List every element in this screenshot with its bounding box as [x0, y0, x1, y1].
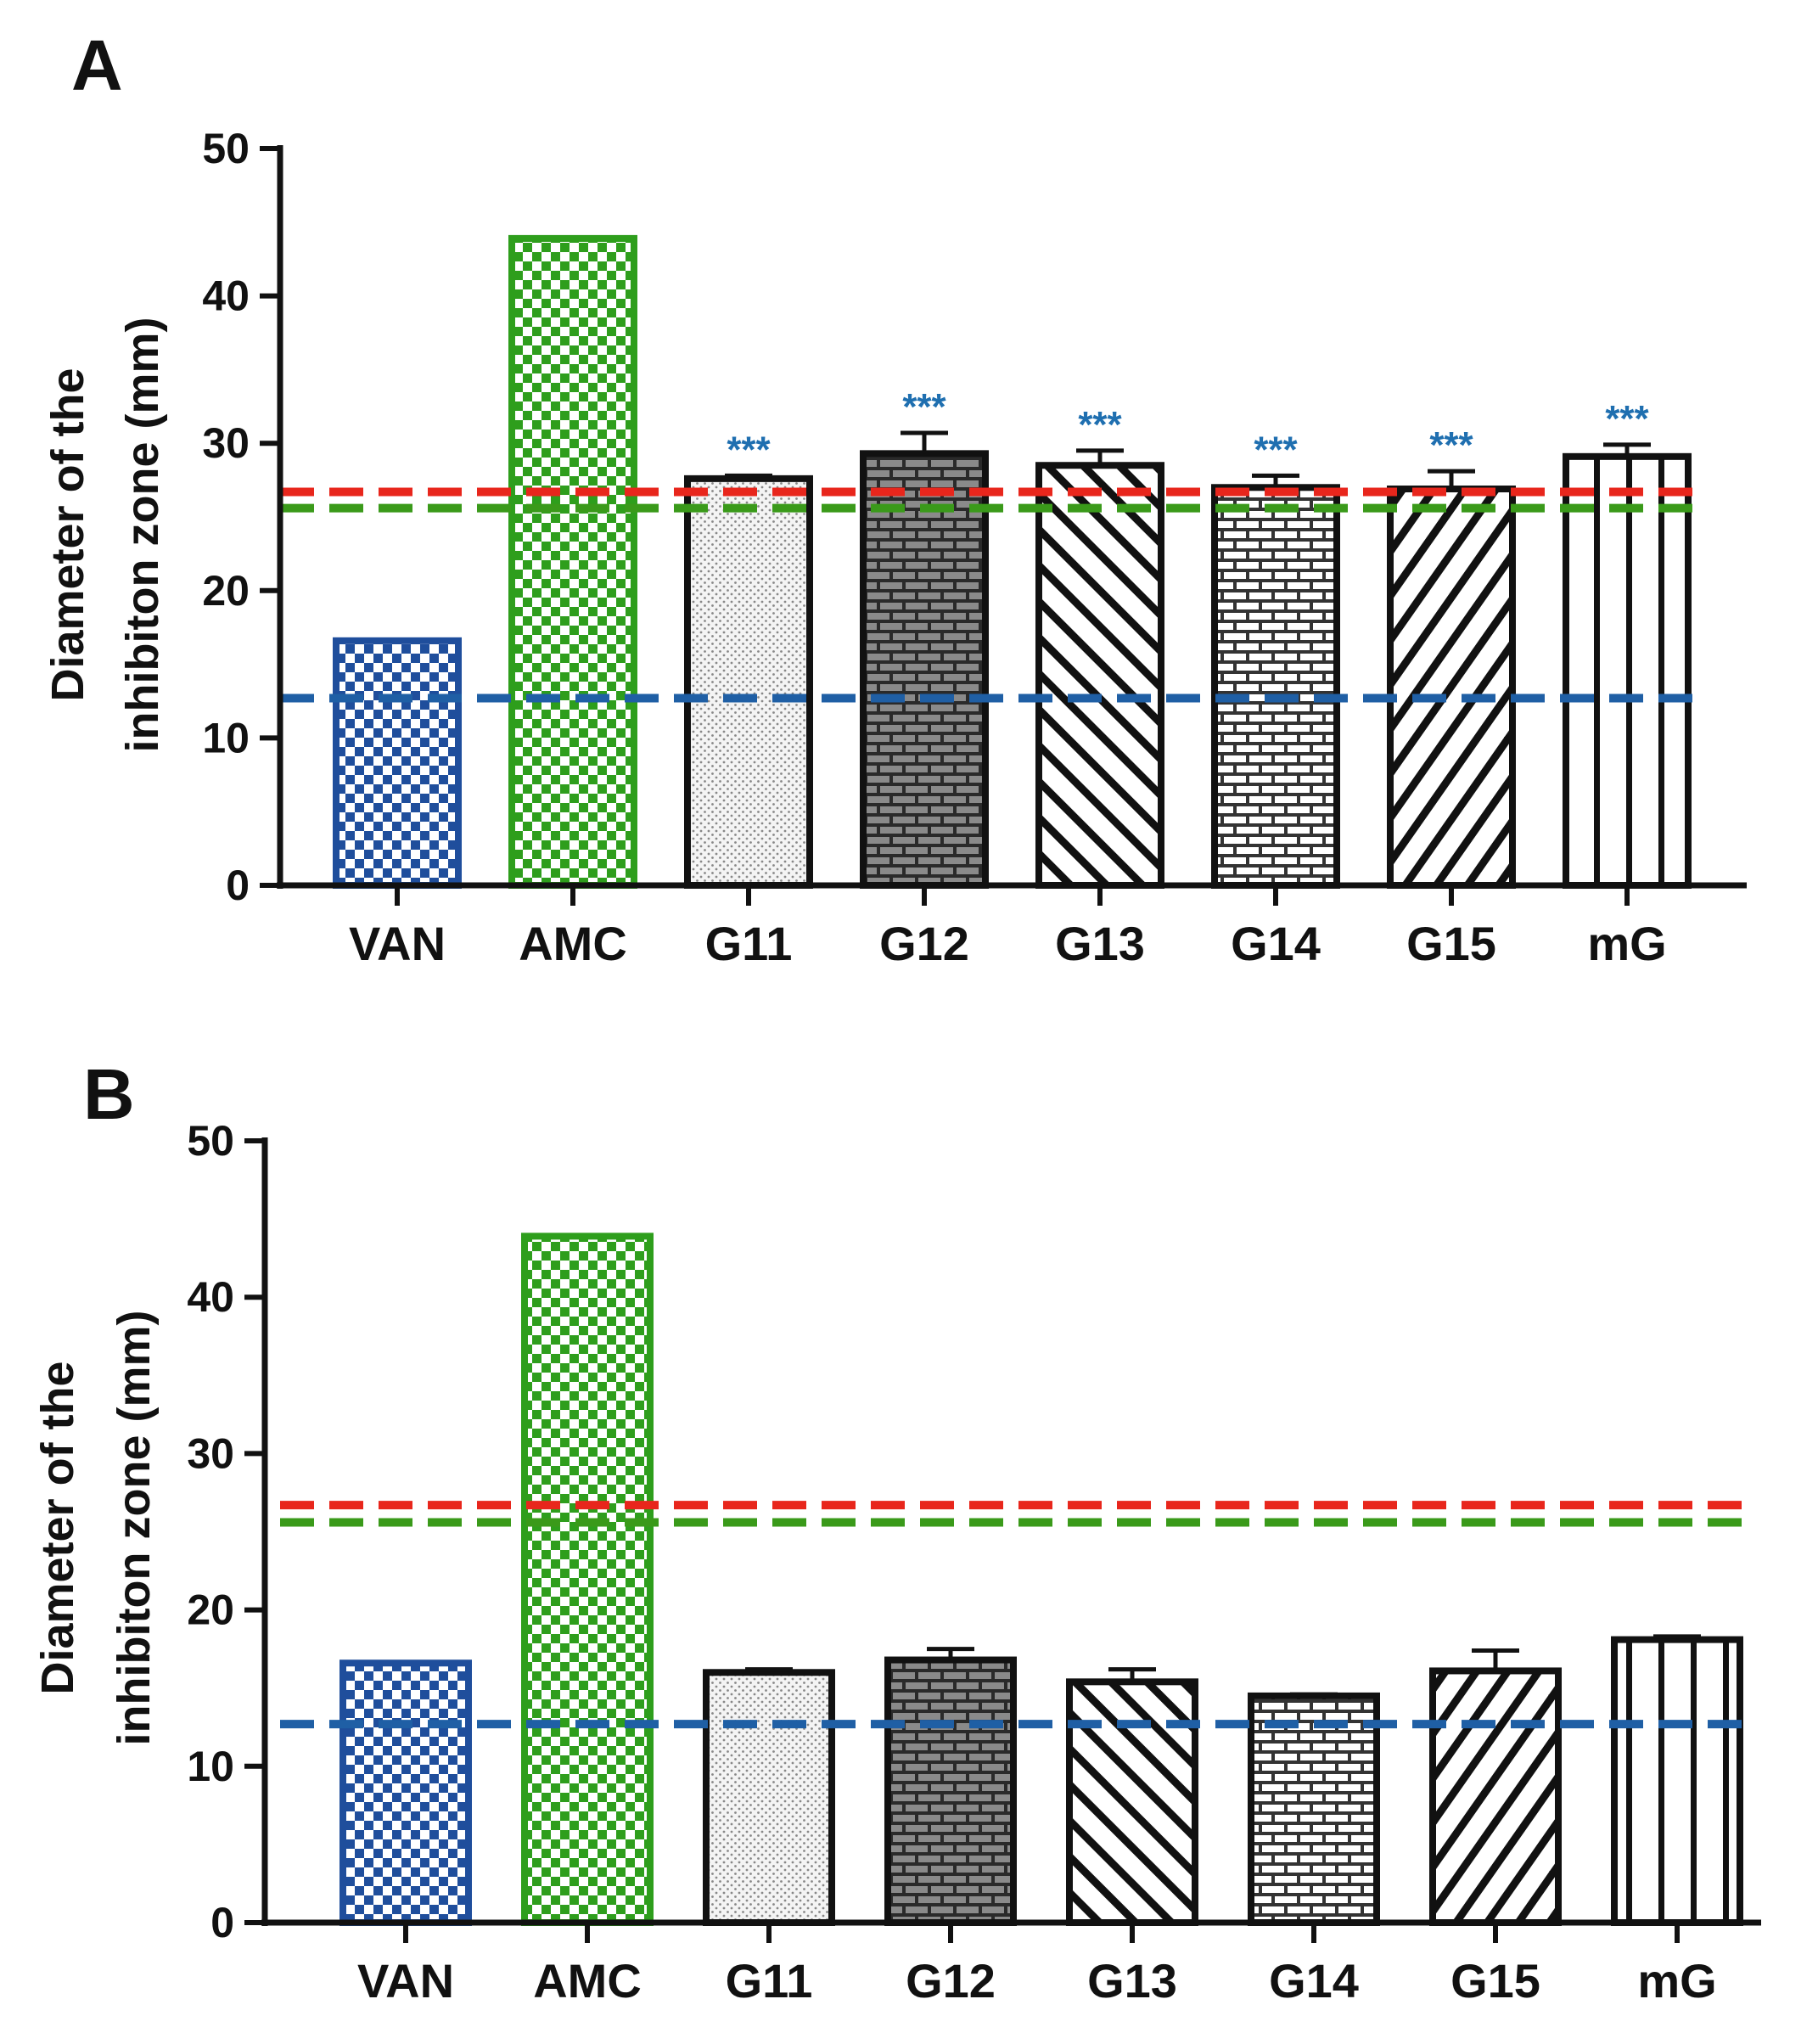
x-tick-label: G15 — [1450, 1954, 1540, 2008]
panel-letter: A — [71, 25, 123, 105]
x-tick-label: G11 — [726, 1954, 813, 2008]
significance-marker: *** — [727, 429, 771, 470]
panel-b: B Diameter of the inhibiton zone (mm) VA… — [32, 1054, 1761, 2008]
significance-marker: *** — [1429, 424, 1473, 466]
x-tick-label: G13 — [1055, 917, 1145, 970]
bar-van — [333, 637, 462, 889]
x-tick-label: mG — [1587, 917, 1666, 970]
bar-g11 — [684, 474, 813, 889]
x-tick-label: VAN — [349, 917, 446, 970]
y-tick-label: 50 — [187, 1117, 234, 1165]
bar-g12 — [884, 1656, 1017, 1926]
y-tick-label: 50 — [202, 125, 250, 172]
bar-mg — [1563, 452, 1692, 889]
y-axis-title-line1: Diameter of the — [32, 1361, 83, 1694]
x-tick-label: G13 — [1087, 1954, 1177, 2008]
y-tick-label: 30 — [187, 1429, 234, 1477]
bar-g15 — [1387, 486, 1516, 889]
x-tick-label: G11 — [705, 917, 793, 970]
y-tick-label: 0 — [226, 862, 250, 909]
y-tick-label: 10 — [202, 714, 250, 761]
bar-g12 — [860, 450, 989, 889]
y-axis-title-line2: inhibiton zone (mm) — [109, 1311, 160, 1746]
y-tick-label: 40 — [187, 1273, 234, 1321]
bar-g15 — [1429, 1667, 1562, 1926]
x-tick-label: mG — [1637, 1954, 1716, 2008]
y-tick-label: 0 — [210, 1899, 234, 1946]
bar-amc — [521, 1233, 654, 1927]
x-tick-label: G12 — [879, 917, 969, 970]
y-axis-title-line1: Diameter of the — [42, 368, 93, 701]
y-tick-label: 10 — [187, 1743, 234, 1790]
panel-a: A Diameter of the inhibiton zone (mm) VA… — [42, 25, 1747, 970]
bar-g11 — [703, 1669, 835, 1927]
bar-g14 — [1248, 1692, 1380, 1927]
x-tick-label: AMC — [519, 917, 627, 970]
x-tick-label: AMC — [533, 1954, 642, 2008]
x-tick-label: G15 — [1406, 917, 1496, 970]
y-tick-label: 20 — [187, 1586, 234, 1634]
significance-marker: *** — [1605, 398, 1649, 440]
bar-g13 — [1035, 462, 1164, 889]
x-tick-label: G14 — [1269, 1954, 1359, 2008]
x-tick-label: G12 — [906, 1954, 996, 2008]
significance-marker: *** — [1254, 429, 1298, 470]
bar-g14 — [1211, 484, 1340, 890]
x-tick-label: G14 — [1231, 917, 1321, 970]
bar-amc — [508, 234, 637, 889]
x-tick-label: VAN — [357, 1954, 454, 2008]
significance-marker: *** — [902, 386, 946, 428]
panel-letter: B — [83, 1054, 135, 1134]
y-axis-title-line2: inhibiton zone (mm) — [117, 317, 168, 753]
y-tick-label: 40 — [202, 272, 250, 320]
bar-g13 — [1066, 1678, 1198, 1927]
bar-mg — [1611, 1636, 1743, 1927]
y-tick-label: 30 — [202, 419, 250, 467]
y-tick-label: 20 — [202, 567, 250, 615]
significance-marker: *** — [1078, 404, 1122, 446]
bar-van — [339, 1659, 472, 1927]
